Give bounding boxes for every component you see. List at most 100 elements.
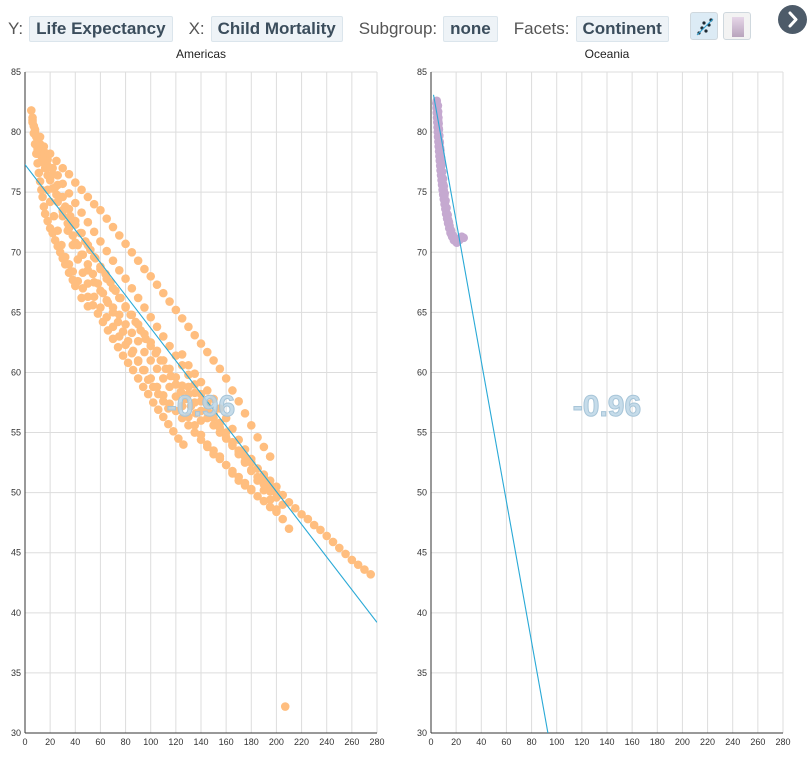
data-point[interactable]: [196, 435, 206, 445]
data-point[interactable]: [234, 449, 244, 459]
data-point[interactable]: [228, 386, 237, 395]
data-point[interactable]: [78, 284, 88, 293]
data-point[interactable]: [29, 128, 39, 138]
data-point[interactable]: [177, 314, 187, 323]
data-point[interactable]: [102, 246, 112, 256]
data-point[interactable]: [63, 219, 73, 228]
data-point[interactable]: [246, 465, 256, 475]
data-point[interactable]: [171, 380, 181, 389]
data-point[interactable]: [234, 472, 244, 482]
data-point[interactable]: [441, 196, 450, 205]
data-point[interactable]: [284, 524, 294, 533]
data-point[interactable]: [366, 570, 376, 579]
data-point[interactable]: [108, 308, 118, 317]
data-point[interactable]: [114, 231, 124, 240]
data-point[interactable]: [116, 293, 125, 303]
data-point[interactable]: [133, 293, 143, 303]
data-point[interactable]: [438, 174, 448, 184]
data-point[interactable]: [108, 256, 118, 265]
data-point[interactable]: [133, 374, 143, 383]
data-point[interactable]: [30, 139, 40, 149]
data-point[interactable]: [265, 452, 275, 461]
data-point[interactable]: [48, 228, 57, 238]
data-point[interactable]: [38, 192, 47, 202]
data-point[interactable]: [158, 332, 168, 341]
data-point[interactable]: [146, 356, 156, 365]
data-point[interactable]: [58, 207, 68, 216]
data-point[interactable]: [89, 292, 99, 302]
data-point[interactable]: [33, 159, 42, 168]
data-point[interactable]: [240, 478, 250, 488]
data-point[interactable]: [60, 259, 70, 269]
data-point[interactable]: [177, 360, 187, 370]
data-point[interactable]: [103, 326, 113, 335]
data-point[interactable]: [190, 388, 200, 398]
data-point[interactable]: [151, 348, 161, 358]
data-point[interactable]: [35, 177, 45, 186]
data-point[interactable]: [190, 421, 200, 430]
data-point[interactable]: [108, 334, 118, 344]
data-point[interactable]: [196, 377, 206, 387]
data-point[interactable]: [228, 424, 237, 434]
data-point[interactable]: [177, 401, 187, 411]
data-point[interactable]: [73, 240, 83, 250]
data-point[interactable]: [234, 396, 244, 406]
data-point[interactable]: [131, 317, 140, 327]
data-point[interactable]: [202, 405, 212, 415]
data-point[interactable]: [152, 280, 162, 290]
data-point[interactable]: [259, 479, 269, 489]
data-point[interactable]: [153, 389, 163, 399]
facets-selector[interactable]: Continent: [575, 16, 669, 42]
data-point[interactable]: [133, 356, 143, 365]
data-point[interactable]: [174, 434, 183, 443]
data-point[interactable]: [64, 169, 74, 179]
data-point[interactable]: [106, 278, 115, 287]
data-point[interactable]: [278, 514, 288, 524]
data-point[interactable]: [177, 350, 187, 359]
data-point[interactable]: [83, 302, 93, 311]
data-point[interactable]: [184, 421, 193, 430]
data-point[interactable]: [140, 264, 149, 274]
data-point[interactable]: [221, 374, 231, 383]
data-point[interactable]: [156, 356, 166, 365]
data-point[interactable]: [179, 440, 188, 449]
data-point[interactable]: [190, 369, 200, 378]
data-point[interactable]: [166, 371, 176, 381]
data-point[interactable]: [196, 339, 206, 348]
data-point[interactable]: [43, 216, 52, 226]
data-point[interactable]: [438, 167, 447, 177]
data-point[interactable]: [136, 326, 145, 335]
data-point[interactable]: [138, 382, 148, 392]
data-point[interactable]: [133, 336, 143, 346]
data-point[interactable]: [143, 375, 153, 384]
data-point[interactable]: [272, 493, 281, 502]
data-point[interactable]: [38, 153, 47, 162]
data-point[interactable]: [191, 409, 201, 418]
data-point[interactable]: [215, 364, 225, 374]
data-point[interactable]: [50, 183, 60, 192]
data-point[interactable]: [123, 358, 133, 368]
data-point[interactable]: [171, 305, 181, 315]
data-point[interactable]: [240, 409, 250, 418]
data-point[interactable]: [146, 312, 156, 322]
data-point[interactable]: [143, 389, 153, 399]
data-point[interactable]: [138, 365, 148, 375]
data-point[interactable]: [53, 171, 62, 180]
data-point[interactable]: [240, 458, 250, 467]
data-point[interactable]: [103, 298, 113, 308]
data-point[interactable]: [161, 364, 171, 374]
data-point[interactable]: [334, 543, 344, 553]
data-point[interactable]: [209, 449, 218, 459]
data-point[interactable]: [228, 466, 237, 476]
data-point[interactable]: [181, 394, 191, 404]
data-point[interactable]: [140, 303, 149, 312]
x-variable-selector[interactable]: Child Mortality: [210, 16, 343, 42]
data-point[interactable]: [433, 109, 443, 119]
data-point[interactable]: [246, 484, 256, 494]
data-point[interactable]: [221, 413, 231, 423]
data-point[interactable]: [360, 565, 369, 574]
data-point[interactable]: [127, 247, 137, 257]
data-point[interactable]: [259, 442, 269, 452]
data-point[interactable]: [70, 281, 80, 291]
data-point[interactable]: [118, 327, 128, 336]
